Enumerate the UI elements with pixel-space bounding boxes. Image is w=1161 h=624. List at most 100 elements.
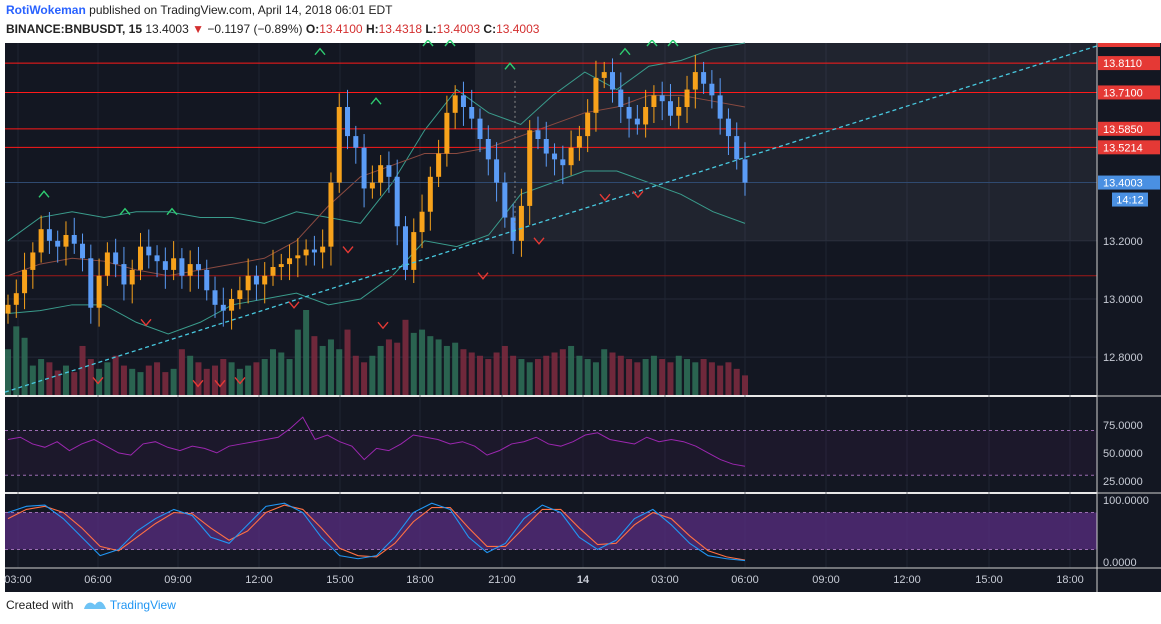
- time-tick-label: 03:00: [4, 574, 32, 586]
- volume-bar: [203, 368, 210, 395]
- volume-bar: [178, 349, 185, 395]
- sell-signal-arrow-icon: [234, 377, 246, 385]
- volume-bar: [634, 362, 641, 395]
- volume-bar: [145, 365, 152, 395]
- volume-bar: [62, 365, 69, 395]
- time-tick-label: 18:00: [1056, 574, 1084, 586]
- candle-body: [402, 226, 408, 270]
- volume-bar: [377, 345, 384, 395]
- stoch-tick-label: 100.0000: [1103, 495, 1149, 507]
- time-tick-label: 09:00: [812, 574, 840, 586]
- time-tick-label: 15:00: [975, 574, 1003, 586]
- candle-body: [63, 235, 69, 247]
- rsi-tick-label: 25.0000: [1103, 476, 1143, 488]
- candle-body: [494, 159, 500, 183]
- candle-body: [386, 165, 392, 177]
- volume-bar: [733, 368, 740, 395]
- candle-body: [725, 118, 731, 137]
- candle-body: [245, 275, 251, 291]
- candle-body: [485, 139, 491, 160]
- rsi-band-fill: [5, 430, 1097, 476]
- volume-bar: [245, 365, 252, 395]
- candle-body: [543, 139, 549, 154]
- stoch-band-fill: [5, 512, 1097, 550]
- candle-body: [80, 243, 86, 259]
- volume-bar: [468, 352, 475, 395]
- sell-signal-arrow-icon: [599, 193, 611, 202]
- volume-bar: [700, 359, 707, 395]
- current-price-badge: [1098, 175, 1160, 190]
- candle-body: [212, 290, 218, 305]
- trendline: [4, 45, 1098, 393]
- candle-body: [204, 269, 210, 291]
- candle-body: [262, 275, 268, 285]
- candle-body: [137, 246, 143, 270]
- volume-bar: [294, 329, 301, 395]
- sell-signal-arrow-icon: [92, 377, 104, 385]
- volume-bar: [303, 310, 310, 395]
- buy-signal-arrow-icon: [619, 47, 631, 56]
- volume-bar: [253, 362, 260, 395]
- candle-body: [576, 136, 582, 148]
- candle-body: [30, 252, 36, 270]
- volume-bar: [477, 355, 484, 395]
- volume-bar: [526, 362, 533, 395]
- buy-signal-arrow-icon: [667, 40, 679, 47]
- candle-body: [552, 153, 558, 160]
- candle-body: [684, 89, 690, 107]
- candle-body: [55, 240, 61, 247]
- volume-bar: [195, 362, 202, 395]
- tradingview-brand[interactable]: TradingView: [109, 598, 176, 612]
- volume-bar: [71, 372, 78, 395]
- volume-bar: [286, 359, 293, 395]
- candle-body: [469, 107, 475, 119]
- sell-signal-arrow-icon: [192, 379, 204, 388]
- down-triangle-icon: ▼: [192, 22, 204, 36]
- candle-body: [701, 72, 707, 84]
- time-tick-label: 06:00: [731, 574, 759, 586]
- volume-bar: [319, 345, 326, 395]
- volume-bar: [493, 352, 500, 395]
- volume-bar: [717, 365, 724, 395]
- candle-body: [287, 258, 293, 265]
- candle-body: [195, 264, 201, 270]
- candle-body: [618, 89, 624, 107]
- volume-bar: [336, 349, 343, 395]
- candle-body: [187, 264, 193, 276]
- buy-signal-arrow-icon: [422, 40, 434, 47]
- candle-body: [353, 136, 359, 148]
- candle-body: [320, 246, 326, 253]
- price-level-badge: [1098, 140, 1160, 155]
- main-pane-background: [5, 43, 1097, 395]
- candle-body: [38, 229, 44, 253]
- volume-bar: [443, 345, 450, 395]
- volume-bar: [129, 368, 136, 395]
- volume-bar: [460, 349, 467, 395]
- stoch-d-line: [7, 504, 746, 561]
- countdown-badge: [1112, 192, 1148, 207]
- candle-body: [502, 182, 508, 218]
- candle-body: [510, 217, 516, 241]
- author-link[interactable]: RotiWokeman: [6, 3, 86, 17]
- highlight-zone: [475, 43, 1097, 241]
- low-value: 13.4003: [436, 22, 481, 36]
- volume-bar: [510, 355, 517, 395]
- volume-bar: [21, 337, 28, 395]
- candle-body: [278, 264, 284, 267]
- buy-signal-arrow-icon: [504, 62, 516, 70]
- stoch-k-line: [7, 502, 746, 562]
- sell-signal-arrow-icon: [342, 246, 354, 254]
- volume-bar: [402, 319, 409, 395]
- volume-bar: [708, 362, 715, 395]
- candle-body: [154, 255, 160, 262]
- volume-bar: [518, 359, 525, 395]
- volume-bar: [559, 349, 566, 395]
- last-price: 13.4003: [145, 22, 189, 36]
- candle-body: [568, 147, 574, 166]
- price-chart[interactable]: 12.8000 13.0000 13.2000 13.8110 13.7100 13.58…: [0, 40, 1161, 594]
- sell-signal-arrow-icon: [288, 301, 300, 309]
- volume-bar: [369, 355, 376, 395]
- buy-signal-arrow-icon: [646, 40, 658, 47]
- volume-bar: [725, 362, 732, 395]
- volume-bar: [592, 362, 599, 395]
